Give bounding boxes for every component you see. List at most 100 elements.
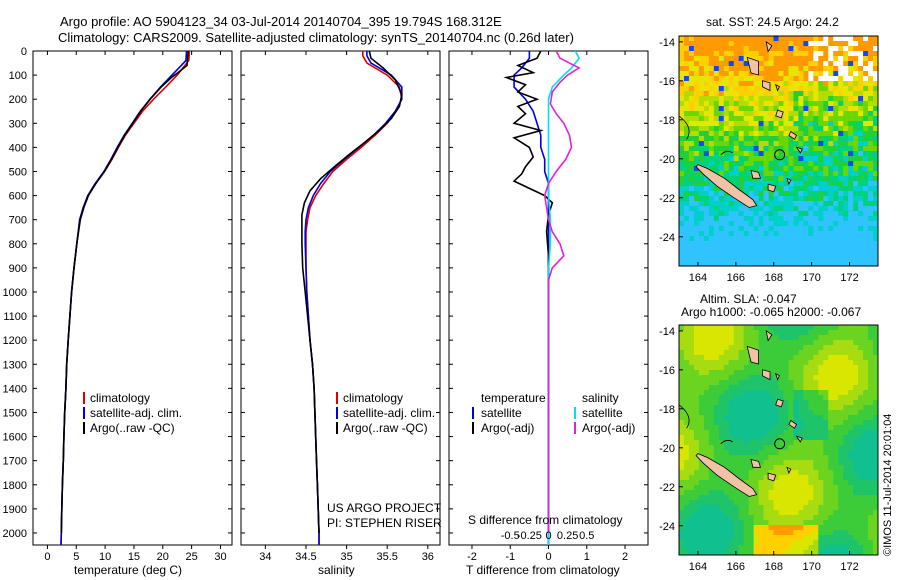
sst-cell [718,231,725,237]
sla-cell [788,490,794,496]
sst-cell [873,76,878,82]
sst-cell [763,36,769,42]
legend-climatology-label: climatology [343,391,403,405]
sst-cell [833,181,839,187]
sla-cell [838,465,844,471]
sst-cell [853,181,859,187]
sla-cell [703,485,710,491]
sla-cell [793,405,799,411]
sla-cell [768,445,774,451]
sla-cell [838,475,844,481]
sla-cell [708,520,715,526]
sst-cell [868,216,874,222]
sla-cell [853,360,859,366]
sst-cell [733,126,740,132]
sst-cell [783,81,789,87]
sst-cell [823,226,829,232]
sst-cell [853,256,859,262]
x-tick-label: 5 [73,551,79,563]
series-line-s-argo-adj- [543,51,581,533]
sla-cell [808,375,814,381]
sst-cell [758,121,764,127]
sst-cell [788,201,794,207]
sst-cell [698,146,705,152]
sst-coastlines [679,40,803,208]
sla-cell [863,450,869,456]
sla-cell [848,370,854,376]
sst-cell [718,66,725,72]
sst-cell [828,126,834,132]
sla-cell [818,370,824,376]
sla-cell [683,500,690,506]
sla-cell [693,500,700,506]
sst-cell [833,256,839,262]
sla-cell [873,550,878,555]
sla-cell [693,410,700,416]
sst-cell [753,136,760,142]
sla-cell [853,530,859,536]
sla-cell [798,360,804,366]
sla-cell [833,385,839,391]
sla-cell [768,545,774,551]
sst-cell [688,251,695,257]
sst-cell [683,111,690,117]
sla-cell [843,370,849,376]
sla-cell [863,360,869,366]
sst-cell [753,121,760,127]
sst-cell [733,236,740,242]
sst-cell [818,121,824,127]
sst-cell [763,181,769,187]
sla-cell [858,535,864,541]
sst-cell [698,36,705,42]
sst-cell [783,86,789,92]
sla-cell [848,445,854,451]
sla-cell [808,370,814,376]
sla-cell [863,525,869,531]
sla-cell [853,445,859,451]
sst-cell [803,136,809,142]
sla-cell [778,505,784,511]
sla-cell [783,465,789,471]
sla-cell [813,470,819,476]
sst-cell [858,261,864,266]
sla-cell [773,500,779,506]
sla-cell [763,325,769,331]
sla-cell [683,525,690,531]
sst-cell [693,166,700,172]
sst-cell [798,246,804,252]
sla-cell [788,535,794,541]
sst-cell [828,56,834,62]
sst-cell [838,211,844,217]
sst-cell [803,91,809,97]
sla-cell [823,530,829,536]
sla-cell [693,475,700,481]
sst-cell [833,46,839,52]
sla-cell [788,540,794,546]
sla-cell [783,325,789,331]
sla-cell [788,480,794,486]
sst-cell [818,196,824,202]
sst-cell [733,71,740,77]
sla-cell [758,455,764,461]
sst-cell [808,41,814,47]
sst-cell [783,146,789,152]
sst-cell [679,146,685,152]
sla-cell [683,405,690,411]
sla-cell [698,460,705,466]
sla-cell [843,540,849,546]
x-tick-label: 10 [99,551,111,563]
sst-cell [753,46,760,52]
sst-cell [853,176,859,182]
sla-cell [873,470,878,476]
sla-cell [713,540,720,546]
sst-cell [748,166,755,172]
sla-cell [843,420,849,426]
sla-cell [728,340,735,346]
sla-cell [783,370,789,376]
sst-cell [783,211,789,217]
sla-cell [783,420,789,426]
sla-cell [768,450,774,456]
sst-cell [853,126,859,132]
sst-cell [679,66,685,72]
sla-cell [778,445,784,451]
